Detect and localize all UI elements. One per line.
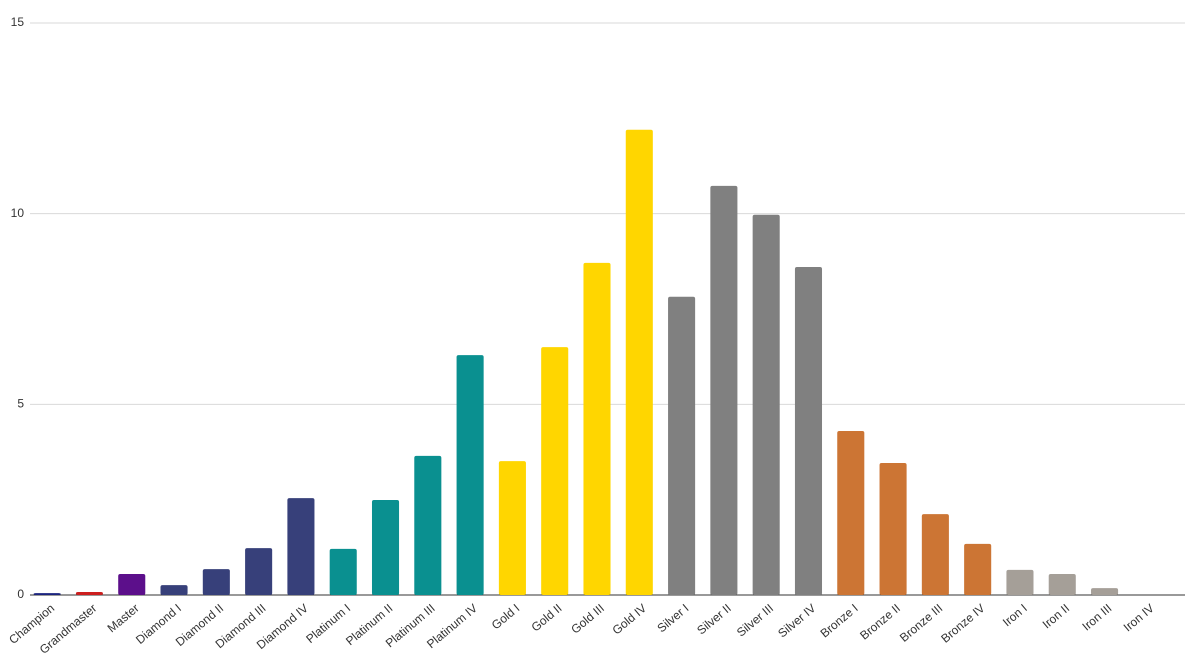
bar	[118, 574, 146, 595]
x-tick-label: Master	[105, 601, 142, 635]
x-tick-label: Bronze I	[818, 601, 861, 640]
x-tick-label: Iron III	[1079, 601, 1114, 634]
x-tick-label: Silver III	[734, 601, 776, 640]
y-tick-label: 5	[17, 397, 24, 411]
bar	[921, 514, 949, 595]
bar	[414, 455, 442, 595]
bar	[1006, 569, 1034, 595]
bar	[541, 347, 569, 595]
bar	[498, 461, 526, 595]
bar	[752, 214, 780, 595]
x-tick-label: Gold II	[529, 601, 565, 634]
bar	[837, 431, 865, 595]
bar	[75, 591, 103, 595]
bar	[668, 296, 696, 595]
bar	[371, 500, 400, 595]
bar	[879, 463, 907, 595]
y-tick-label: 0	[17, 587, 24, 601]
x-tick-label: Gold I	[489, 601, 523, 632]
x-tick-label: Silver II	[694, 601, 734, 637]
x-tick-label: Bronze IV	[938, 601, 987, 646]
bar	[245, 548, 273, 595]
x-tick-label: Bronze III	[897, 601, 945, 645]
x-tick-label: Gold III	[568, 601, 607, 637]
x-tick-label: Bronze II	[857, 601, 903, 643]
bar	[625, 129, 653, 596]
bar	[33, 593, 61, 595]
x-tick-label: Iron II	[1040, 601, 1073, 631]
bar	[583, 262, 611, 595]
bar	[710, 185, 738, 595]
bar	[329, 548, 357, 595]
x-tick-label: Iron IV	[1121, 601, 1157, 634]
y-tick-label: 15	[11, 15, 25, 29]
x-tick-label: Iron I	[1000, 601, 1030, 629]
x-tick-label: Silver IV	[775, 601, 818, 640]
bar	[160, 585, 188, 595]
x-tick-label: Silver I	[654, 601, 691, 635]
bar	[794, 267, 823, 595]
bar	[202, 569, 230, 595]
bar	[456, 355, 484, 595]
bar	[964, 543, 992, 595]
y-tick-label: 10	[11, 206, 25, 220]
bar	[1048, 574, 1076, 595]
bar	[287, 498, 315, 595]
bar	[1091, 588, 1119, 595]
x-tick-label: Gold IV	[610, 601, 650, 637]
